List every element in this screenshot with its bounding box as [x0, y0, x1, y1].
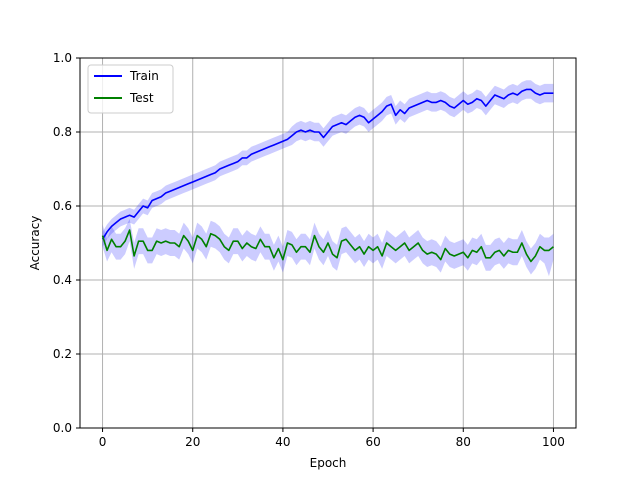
- x-tick-label: 80: [456, 435, 471, 449]
- x-tick-label: 100: [542, 435, 565, 449]
- y-axis-title: Accuracy: [28, 216, 42, 271]
- test-line: [101, 229, 554, 263]
- test-band: [102, 218, 554, 277]
- y-tick-label: 0.2: [53, 347, 72, 361]
- y-axis-ticks: 0.0 0.2 0.4 0.6 0.8 1.0: [53, 51, 80, 435]
- confidence-bands: [102, 80, 554, 277]
- y-tick-label: 0.6: [53, 199, 72, 213]
- y-tick-label: 0.4: [53, 273, 72, 287]
- x-tick-label: 60: [365, 435, 380, 449]
- legend: Train Test: [87, 64, 174, 114]
- x-tick-label: 0: [99, 435, 107, 449]
- legend-label-test: Test: [129, 91, 154, 105]
- plot-frame: [79, 57, 577, 429]
- series-lines: [101, 88, 554, 263]
- x-axis-ticks: 0 20 40 60 80 100: [99, 428, 565, 449]
- y-tick-label: 1.0: [53, 51, 72, 65]
- x-tick-label: 20: [185, 435, 200, 449]
- y-tick-label: 0.0: [53, 421, 72, 435]
- train-band: [102, 80, 554, 247]
- legend-label-train: Train: [129, 69, 159, 83]
- x-axis-title: Epoch: [310, 456, 347, 470]
- train-line: [101, 88, 554, 240]
- x-tick-label: 40: [275, 435, 290, 449]
- y-tick-label: 0.8: [53, 125, 72, 139]
